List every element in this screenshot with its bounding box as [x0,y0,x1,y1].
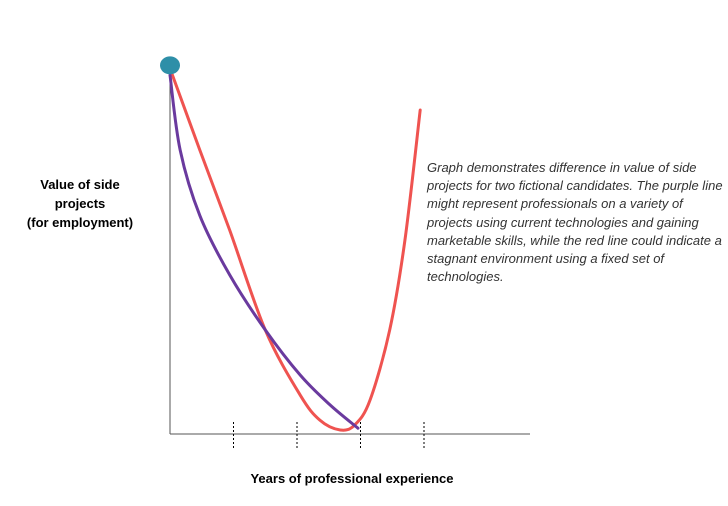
y-axis-label-line: projects [54,196,106,211]
red-series-line [170,72,422,432]
y-axis-label-line: (for employment) [26,215,134,230]
y-axis-label-line: Value of side [40,177,120,192]
purple-series-line [168,73,360,430]
y-axis-label: Value of side projects (for employment) [10,175,150,232]
x-axis-label: Years of professional experience [250,471,454,486]
start-point-marker [160,56,180,75]
annotation-text: Graph demonstrates difference in value o… [427,160,723,285]
